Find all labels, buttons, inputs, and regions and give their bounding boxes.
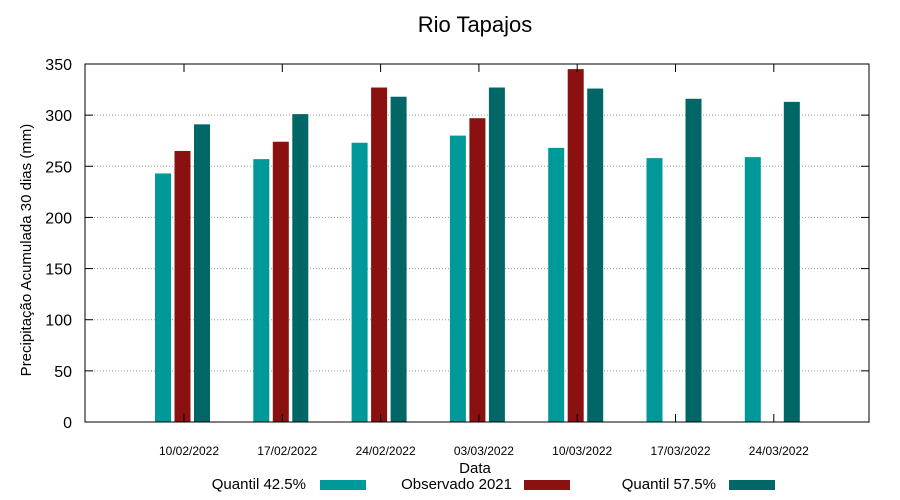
plot-frame	[84, 63, 870, 423]
legend-label: Observado 2021	[401, 476, 512, 493]
bar	[783, 101, 800, 423]
x-axis-label: Data	[459, 460, 491, 477]
y-tick-label: 350	[45, 57, 72, 74]
bar	[194, 124, 210, 422]
bar	[449, 135, 466, 422]
legend-swatch	[524, 480, 570, 490]
legend-label: Quantil 57.5%	[622, 476, 716, 493]
x-tick-label: 03/03/2022	[454, 444, 514, 458]
legend-swatch	[320, 480, 366, 490]
x-tick-label: 10/03/2022	[552, 444, 612, 458]
bar	[351, 142, 368, 422]
bar	[469, 118, 486, 422]
bar	[292, 114, 309, 423]
y-tick-label: 50	[54, 364, 72, 381]
y-axis-label: Precipitação Acumulada 30 dias (mm)	[18, 124, 35, 377]
bar	[744, 157, 761, 422]
bar	[548, 147, 565, 423]
bars	[155, 69, 800, 423]
legend: Quantil 42.5% Observado 2021 Quantil 57.5%	[212, 476, 775, 493]
legend-swatch	[729, 480, 775, 490]
y-tick-label: 0	[63, 415, 72, 432]
y-tick-label: 300	[45, 108, 72, 125]
chart-title: Rio Tapajos	[418, 12, 533, 37]
x-tick-label: 24/03/2022	[749, 444, 809, 458]
bar	[253, 159, 270, 422]
bar	[685, 98, 702, 422]
x-tick-label: 17/02/2022	[257, 444, 317, 458]
bar	[646, 158, 663, 423]
bar	[488, 87, 505, 423]
bar	[371, 87, 388, 423]
y-tick-label: 150	[45, 262, 72, 279]
bar	[390, 96, 407, 422]
x-tick-label: 24/02/2022	[356, 444, 416, 458]
bar	[272, 141, 289, 423]
bar	[567, 69, 584, 422]
y-tick-label: 200	[45, 210, 72, 227]
x-tick-label: 17/03/2022	[650, 444, 710, 458]
bar	[174, 150, 191, 422]
legend-label: Quantil 42.5%	[212, 476, 306, 493]
y-axis: 0 50 100 150 200 250 300 350	[45, 57, 869, 432]
x-axis: 10/02/2022 17/02/2022 24/02/2022 03/03/2022…	[159, 64, 809, 458]
y-tick-label: 250	[45, 159, 72, 176]
bar	[587, 88, 604, 422]
bar	[155, 173, 171, 422]
y-tick-label: 100	[45, 313, 72, 330]
x-tick-label: 10/02/2022	[159, 444, 219, 458]
